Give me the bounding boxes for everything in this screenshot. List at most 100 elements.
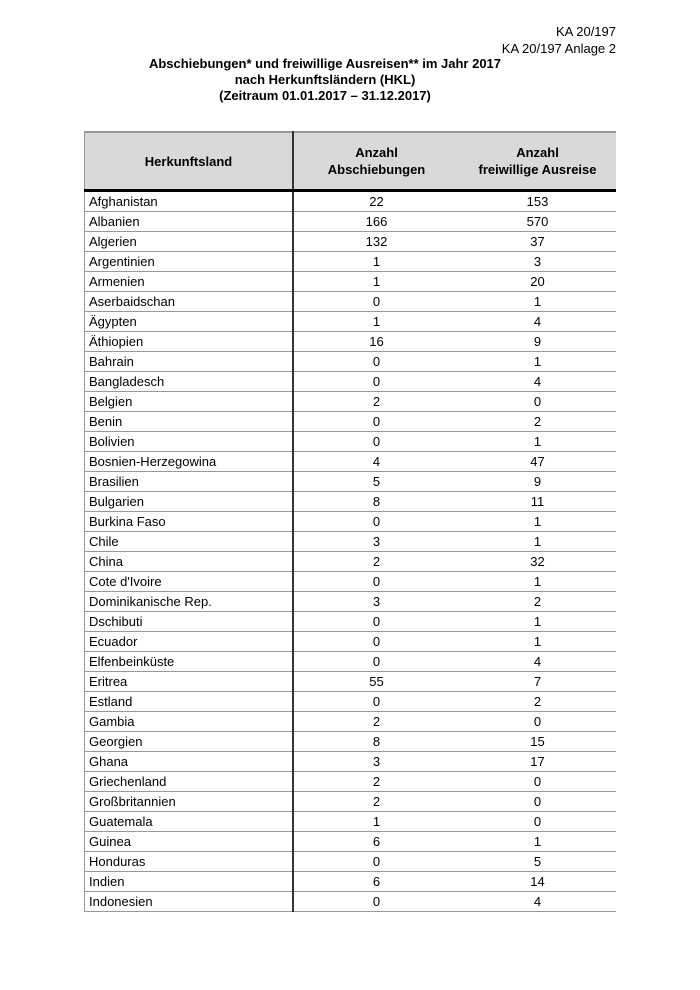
country-cell: Indonesien (84, 891, 294, 912)
country-cell: Indien (84, 871, 294, 892)
voluntary-departures-cell: 0 (459, 771, 616, 792)
title-line: Abschiebungen* und freiwillige Ausreisen… (148, 56, 502, 71)
document-title: Abschiebungen* und freiwillige Ausreisen… (0, 56, 700, 104)
voluntary-departures-cell: 2 (459, 691, 616, 712)
deportation-table: Herkunftsland Anzahl Abschiebungen Anzahl… (84, 131, 616, 912)
deportations-cell: 0 (293, 291, 459, 312)
deportations-cell: 8 (293, 731, 459, 752)
table-row: Belgien 2 0 (84, 391, 616, 412)
voluntary-departures-cell: 0 (459, 711, 616, 732)
deportations-cell: 0 (293, 891, 459, 912)
voluntary-departures-cell: 32 (459, 551, 616, 572)
deportations-cell: 8 (293, 491, 459, 512)
country-cell: Dominikanische Rep. (84, 591, 294, 612)
country-cell: Ghana (84, 751, 294, 772)
country-cell: Guinea (84, 831, 294, 852)
country-cell: Ägypten (84, 311, 294, 332)
country-cell: China (84, 551, 294, 572)
country-cell: Chile (84, 531, 294, 552)
header-line: Anzahl (516, 145, 559, 160)
deportations-cell: 0 (293, 411, 459, 432)
country-cell: Belgien (84, 391, 294, 412)
voluntary-departures-cell: 20 (459, 271, 616, 292)
table-row: Ghana 3 17 (84, 751, 616, 772)
voluntary-departures-cell: 4 (459, 891, 616, 912)
country-cell: Eritrea (84, 671, 294, 692)
table-row: Guinea 6 1 (84, 831, 616, 852)
deportations-cell: 0 (293, 851, 459, 872)
voluntary-departures-cell: 1 (459, 291, 616, 312)
table-row: Griechenland 2 0 (84, 771, 616, 792)
country-cell: Äthiopien (84, 331, 294, 352)
voluntary-departures-cell: 17 (459, 751, 616, 772)
header-line: Abschiebungen (327, 162, 426, 177)
table-row: Georgien 8 15 (84, 731, 616, 752)
voluntary-departures-cell: 1 (459, 431, 616, 452)
table-row: Bolivien 0 1 (84, 431, 616, 452)
voluntary-departures-cell: 570 (459, 211, 616, 232)
country-cell: Estland (84, 691, 294, 712)
table-row: Ägypten 1 4 (84, 311, 616, 332)
voluntary-departures-cell: 2 (459, 591, 616, 612)
country-cell: Algerien (84, 231, 294, 252)
deportations-cell: 3 (293, 531, 459, 552)
document-attachment-reference: KA 20/197 Anlage 2 (501, 41, 616, 56)
table-row: Dominikanische Rep. 3 2 (84, 591, 616, 612)
deportations-cell: 4 (293, 451, 459, 472)
voluntary-departures-cell: 0 (459, 791, 616, 812)
table-row: Burkina Faso 0 1 (84, 511, 616, 532)
country-cell: Albanien (84, 211, 294, 232)
deportations-cell: 0 (293, 651, 459, 672)
country-cell: Aserbaidschan (84, 291, 294, 312)
deportations-cell: 2 (293, 551, 459, 572)
voluntary-departures-cell: 1 (459, 831, 616, 852)
deportations-cell: 5 (293, 471, 459, 492)
table-row: Ecuador 0 1 (84, 631, 616, 652)
table-row: Armenien 1 20 (84, 271, 616, 292)
voluntary-departures-cell: 15 (459, 731, 616, 752)
table-row: Bangladesch 0 4 (84, 371, 616, 392)
deportations-cell: 6 (293, 831, 459, 852)
country-cell: Bulgarien (84, 491, 294, 512)
voluntary-departures-cell: 5 (459, 851, 616, 872)
deportations-cell: 0 (293, 351, 459, 372)
table-row: Bosnien-Herzegowina 4 47 (84, 451, 616, 472)
country-cell: Burkina Faso (84, 511, 294, 532)
voluntary-departures-cell: 1 (459, 351, 616, 372)
country-cell: Brasilien (84, 471, 294, 492)
table-row: Argentinien 1 3 (84, 251, 616, 272)
country-cell: Elfenbeinküste (84, 651, 294, 672)
country-cell: Georgien (84, 731, 294, 752)
table-row: Bahrain 0 1 (84, 351, 616, 372)
voluntary-departures-cell: 1 (459, 571, 616, 592)
table-row: China 2 32 (84, 551, 616, 572)
deportations-cell: 0 (293, 511, 459, 532)
deportations-cell: 0 (293, 611, 459, 632)
voluntary-departures-cell: 1 (459, 611, 616, 632)
voluntary-departures-cell: 0 (459, 811, 616, 832)
voluntary-departures-cell: 3 (459, 251, 616, 272)
deportations-cell: 1 (293, 311, 459, 332)
country-cell: Bosnien-Herzegowina (84, 451, 294, 472)
voluntary-departures-cell: 4 (459, 651, 616, 672)
column-header-deportations: Anzahl Abschiebungen (293, 131, 459, 192)
deportations-cell: 1 (293, 251, 459, 272)
table-row: Honduras 0 5 (84, 851, 616, 872)
deportations-cell: 2 (293, 791, 459, 812)
deportations-cell: 3 (293, 751, 459, 772)
column-header-country: Herkunftsland (84, 131, 294, 192)
voluntary-departures-cell: 4 (459, 311, 616, 332)
voluntary-departures-cell: 2 (459, 411, 616, 432)
table-row: Cote d'Ivoire 0 1 (84, 571, 616, 592)
table-row: Elfenbeinküste 0 4 (84, 651, 616, 672)
table-row: Äthiopien 16 9 (84, 331, 616, 352)
table-row: Guatemala 1 0 (84, 811, 616, 832)
table-row: Gambia 2 0 (84, 711, 616, 732)
deportations-cell: 2 (293, 711, 459, 732)
voluntary-departures-cell: 4 (459, 371, 616, 392)
voluntary-departures-cell: 11 (459, 491, 616, 512)
country-cell: Guatemala (84, 811, 294, 832)
table-row: Brasilien 5 9 (84, 471, 616, 492)
country-cell: Cote d'Ivoire (84, 571, 294, 592)
table-row: Indien 6 14 (84, 871, 616, 892)
